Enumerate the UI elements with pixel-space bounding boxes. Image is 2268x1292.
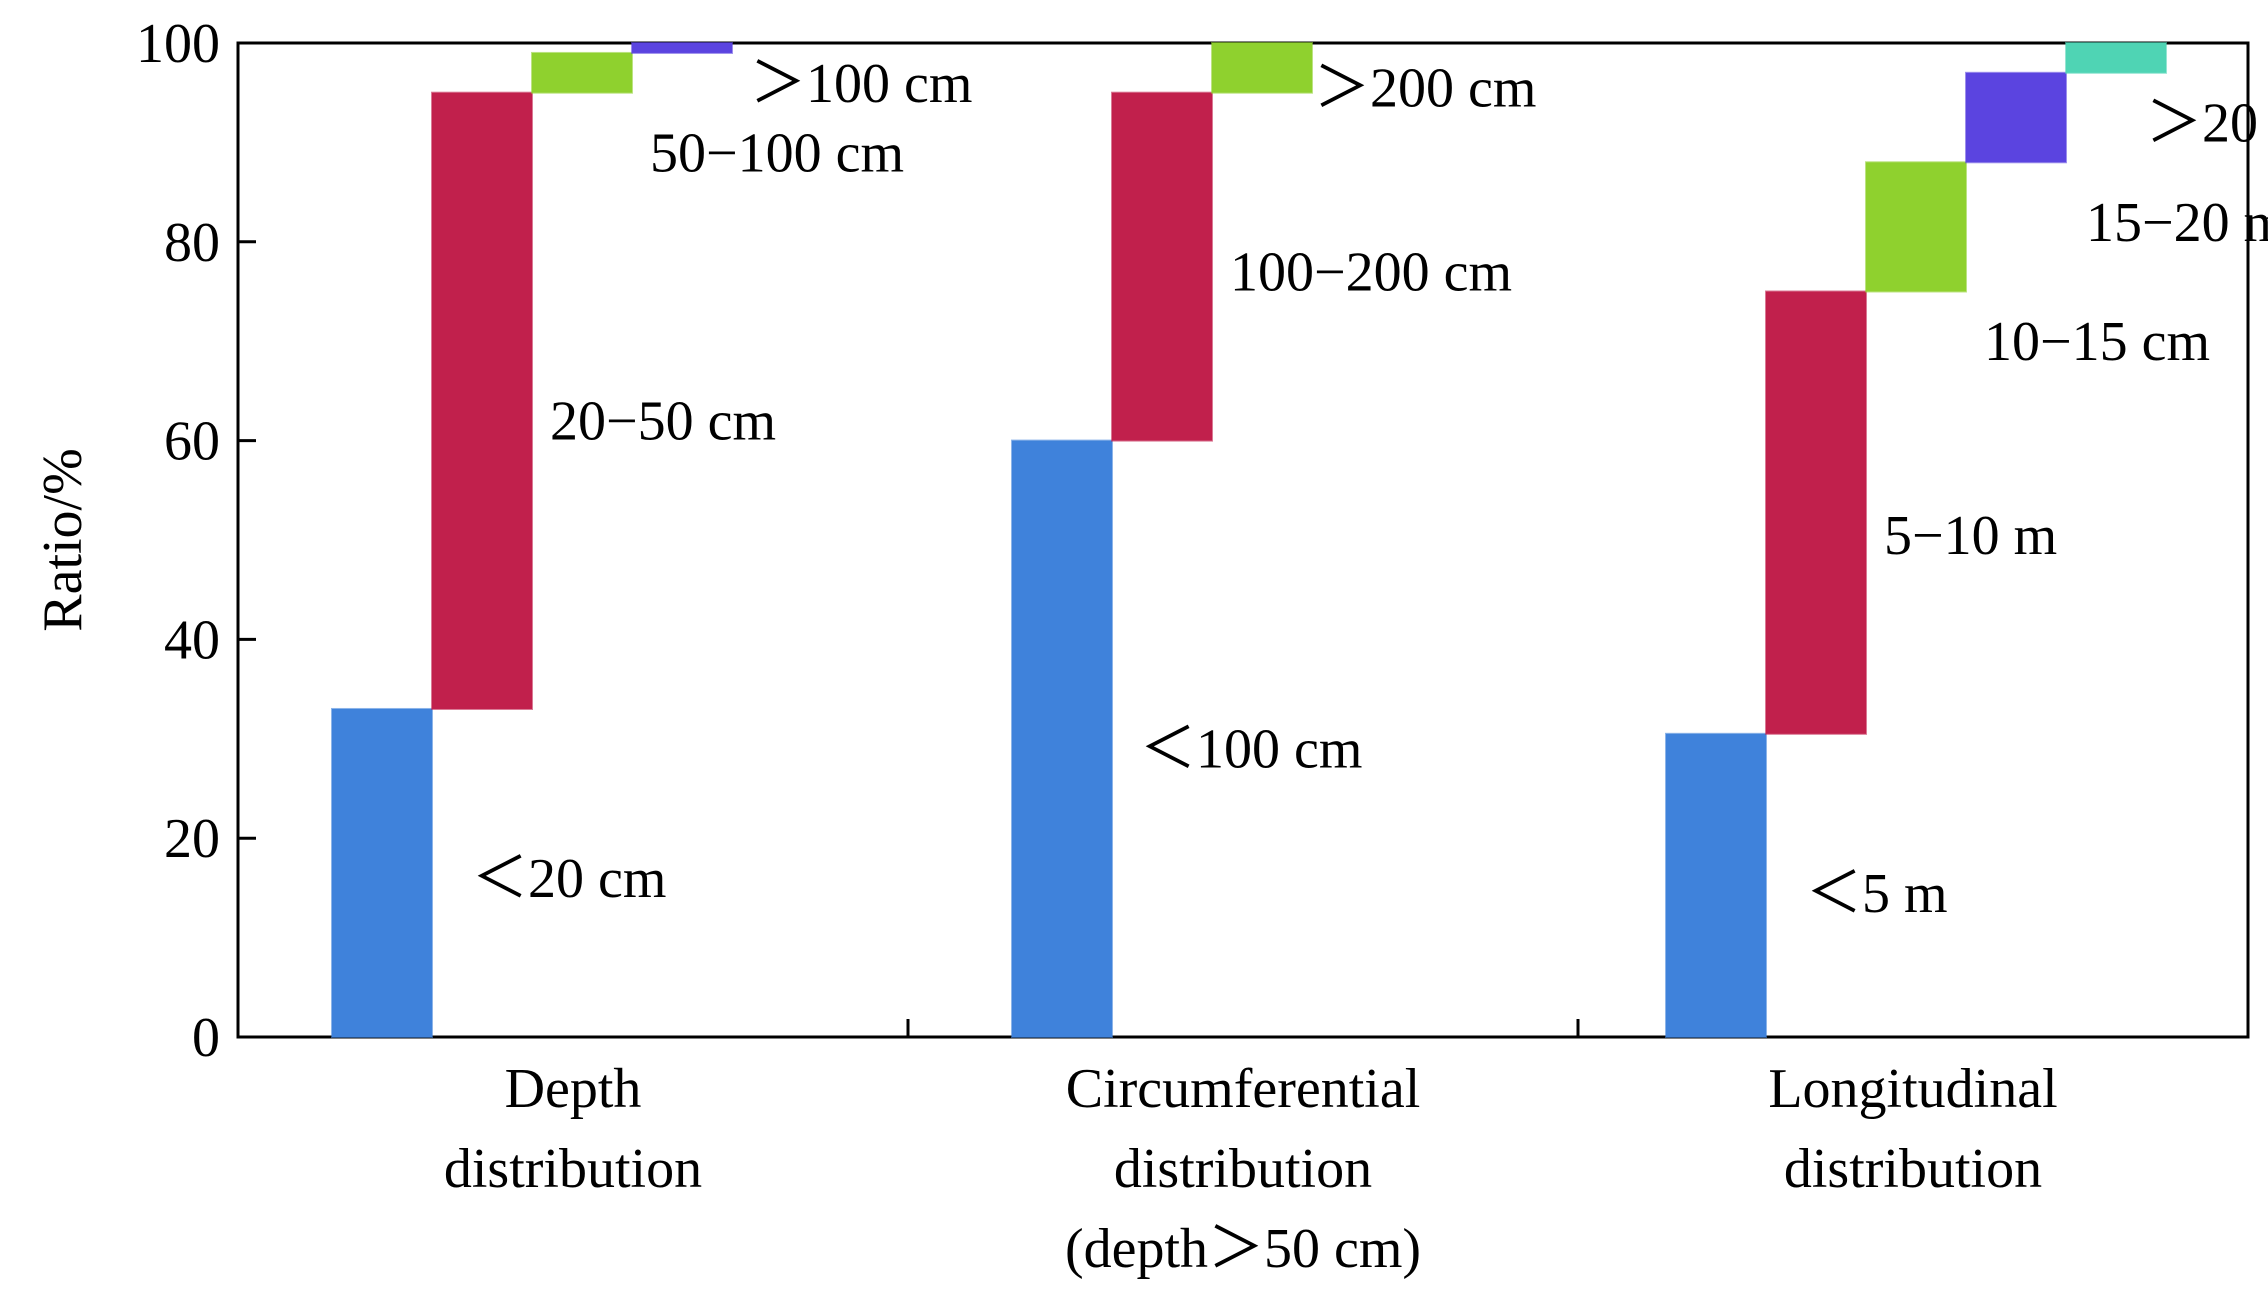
y-tick-label: 80 xyxy=(164,212,220,274)
bar-segment xyxy=(631,42,733,54)
segment-label: 15−20 m xyxy=(2086,192,2268,254)
segment-label: 50−100 cm xyxy=(650,122,904,184)
bar-segment xyxy=(1111,91,1213,442)
x-category-label-line: Longitudinal xyxy=(1768,1058,2057,1120)
segment-label: ＜20 cm xyxy=(472,848,666,910)
segment-label: 20−50 cm xyxy=(550,391,776,453)
bar-group xyxy=(1011,42,1313,1039)
y-tick-label: 60 xyxy=(164,411,220,473)
bar-segment xyxy=(1865,161,1967,293)
y-tick-label: 0 xyxy=(192,1007,220,1069)
x-category-label: Circumferential distribution (depth＞50 cm) xyxy=(1065,1058,1421,1280)
bar-segment xyxy=(1965,71,2067,164)
bar-segment xyxy=(531,51,633,94)
segment-label: 10−15 cm xyxy=(1984,311,2210,373)
bar-segment xyxy=(1765,290,1867,735)
y-tick-label: 20 xyxy=(164,808,220,870)
bar-segment xyxy=(1665,732,1767,1039)
x-category-label: Depth distribution xyxy=(444,1058,702,1200)
x-category-label-line: (depth＞50 cm) xyxy=(1065,1218,1421,1280)
bar-segment xyxy=(1011,439,1113,1039)
y-tick-label: 100 xyxy=(136,13,220,75)
x-category-label-line: Depth xyxy=(505,1058,642,1120)
x-axis: Depth distribution Circumferential distribu… xyxy=(444,1019,2058,1280)
segment-label: ＜100 cm xyxy=(1140,719,1362,781)
bar-segment xyxy=(2065,42,2167,74)
segment-label: ＞200 cm xyxy=(1314,58,1536,120)
bars xyxy=(331,42,2167,1039)
segment-label: ＞100 cm xyxy=(750,53,972,115)
segment-label: ＜5 m xyxy=(1806,863,1948,925)
segment-label: 100−200 cm xyxy=(1230,242,1512,304)
y-axis-title: Ratio/% xyxy=(32,448,94,632)
bar-group xyxy=(331,42,733,1038)
y-axis: 0 20 40 60 80 100 xyxy=(136,13,256,1069)
segment-label: ＞20 m xyxy=(2146,93,2268,155)
y-tick-label: 40 xyxy=(164,609,220,671)
x-category-label: Longitudinal distribution xyxy=(1768,1058,2057,1200)
x-category-label-line: distribution xyxy=(444,1138,702,1200)
bar-segment xyxy=(1211,42,1313,94)
bar-segment xyxy=(431,91,533,710)
x-category-label-line: distribution xyxy=(1784,1138,2042,1200)
bar-group xyxy=(1665,42,2167,1039)
x-category-label-line: Circumferential xyxy=(1066,1058,1421,1120)
x-category-label-line: distribution xyxy=(1114,1138,1372,1200)
bar-segment xyxy=(331,707,433,1038)
segment-label: 5−10 m xyxy=(1884,505,2057,567)
segment-labels: ＜20 cm 20−50 cm 50−100 cm ＞100 cm ＜100 cm 100… xyxy=(472,53,2268,925)
